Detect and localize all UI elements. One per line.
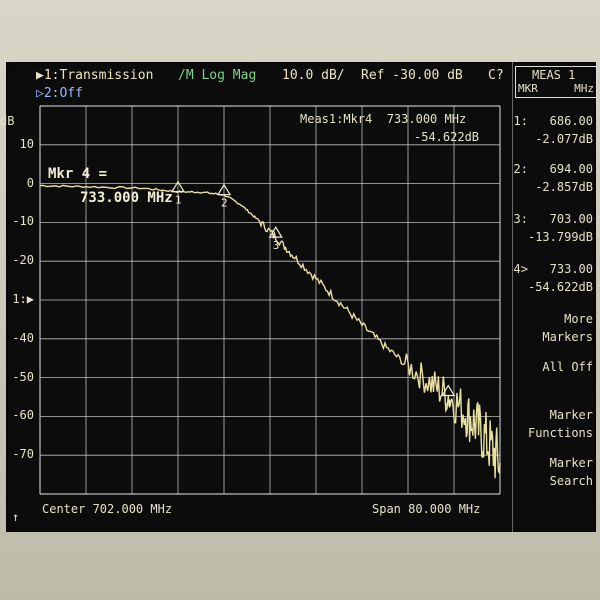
footer-arrow-icon: ↑ bbox=[12, 510, 20, 524]
y-tick-label: -10 bbox=[12, 214, 34, 229]
marker-1-glyph bbox=[170, 180, 186, 193]
marker-4-freq: 4> 733.00 bbox=[513, 262, 593, 276]
trace-1-line bbox=[39, 184, 501, 479]
y-tick-label: -50 bbox=[12, 369, 34, 384]
trace1-scale[interactable]: 10.0 dB/ bbox=[282, 68, 345, 83]
more-markers-label-1: More bbox=[564, 312, 593, 326]
trace1-label[interactable]: ▶1:Transmission bbox=[36, 68, 154, 83]
marker-4-glyph bbox=[441, 384, 456, 397]
marker-1-freq: 1: 686.00 bbox=[513, 114, 593, 128]
trace2-label[interactable]: ▷2:Off bbox=[36, 86, 83, 101]
y-tick-label: 0 bbox=[26, 175, 34, 190]
softkey-panel: MEAS 1 MKR MHz 1: 686.00 -2.077dB 2: 694… bbox=[512, 62, 597, 532]
marker-search-button[interactable]: Marker Search bbox=[550, 454, 593, 490]
marker-3-value: -13.799dB bbox=[527, 230, 593, 244]
marker-3-label: 3 bbox=[273, 239, 280, 252]
plot-grid bbox=[39, 105, 501, 495]
marker-2-freq: 2: 694.00 bbox=[513, 162, 593, 176]
marker-3-freq: 3: 703.00 bbox=[513, 212, 593, 226]
marker-3-glyph bbox=[268, 225, 283, 238]
softkey-header-unit: MHz bbox=[574, 82, 594, 95]
marker-2-label: 2 bbox=[221, 197, 228, 210]
footer-span[interactable]: Span 80.000 MHz bbox=[372, 502, 481, 516]
softkey-header-mkr: MKR bbox=[518, 82, 538, 95]
y-tick-label: -60 bbox=[12, 408, 34, 423]
y-tick-label: -20 bbox=[12, 253, 34, 268]
meas-readout-line2: -54.622dB bbox=[414, 130, 480, 144]
y-tick-label: 1:▶ bbox=[12, 292, 34, 306]
marker-search-label-2: Search bbox=[549, 474, 593, 488]
y-tick-label: -70 bbox=[12, 447, 34, 462]
more-markers-button[interactable]: More Markers bbox=[542, 310, 593, 346]
marker-readout-freq: 733.000 MHz bbox=[80, 190, 173, 206]
trace1-flag: C? bbox=[488, 68, 504, 83]
more-markers-label-2: Markers bbox=[542, 330, 593, 344]
marker-1-value: -2.077dB bbox=[535, 132, 593, 146]
marker-2-value: -2.857dB bbox=[535, 180, 593, 194]
y-unit-label: dB bbox=[0, 114, 15, 128]
marker-functions-label-1: Marker bbox=[549, 408, 593, 422]
y-tick-label: -40 bbox=[12, 330, 34, 345]
marker-1-label: 1 bbox=[175, 194, 182, 207]
marker-4-label: 4 bbox=[445, 398, 452, 411]
trace1-format[interactable]: /M Log Mag bbox=[178, 68, 257, 83]
all-off-label: All Off bbox=[542, 360, 593, 374]
marker-readout-title: Mkr 4 = bbox=[48, 166, 108, 182]
softkey-header-title: MEAS 1 bbox=[532, 68, 576, 82]
marker-functions-label-2: Functions bbox=[527, 426, 593, 440]
trace-plot[interactable]: 1 2 3 4 bbox=[6, 62, 512, 532]
softkey-header: MEAS 1 MKR MHz bbox=[515, 66, 597, 98]
y-tick-label: 10 bbox=[19, 136, 34, 151]
marker-functions-button[interactable]: Marker Functions bbox=[528, 406, 593, 442]
marker-search-label-1: Marker bbox=[549, 456, 593, 470]
analyzer-screen: ▶1:Transmission /M Log Mag 10.0 dB/ Ref … bbox=[0, 62, 597, 532]
marker-2-glyph bbox=[216, 183, 232, 196]
marker-4-value: -54.622dB bbox=[527, 280, 593, 294]
meas-readout-line1: Meas1:Mkr4 733.000 MHz bbox=[300, 112, 467, 126]
trace1-ref[interactable]: Ref -30.00 dB bbox=[361, 68, 463, 83]
footer-center-freq[interactable]: Center 702.000 MHz bbox=[42, 502, 173, 516]
marker-glyphs: 1 2 3 4 bbox=[170, 180, 456, 411]
all-off-button[interactable]: All Off bbox=[542, 358, 593, 376]
